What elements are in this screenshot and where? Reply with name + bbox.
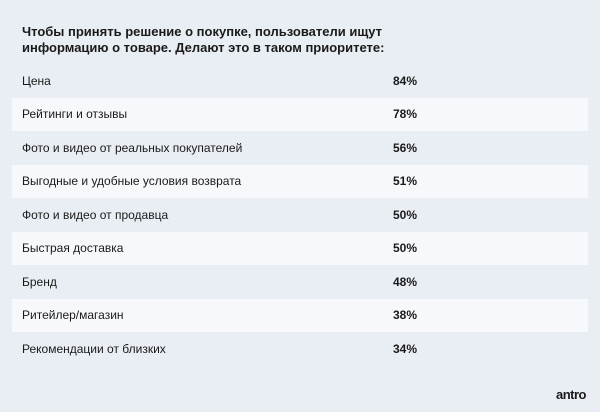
row-label: Выгодные и удобные условия возврата [22, 174, 242, 189]
table-row: Цена 84% [12, 64, 588, 98]
table-row: Бренд 48% [12, 265, 588, 299]
row-label: Ритейлер/магазин [22, 308, 124, 323]
table-row: Рекомендации от близких 34% [12, 332, 588, 366]
row-value: 56% [392, 140, 417, 155]
row-label: Рекомендации от близких [22, 341, 166, 356]
row-value: 38% [392, 308, 417, 323]
table-row: Выгодные и удобные условия возврата 51% [12, 164, 588, 198]
table: Цена 84% Рейтинги и отзывы 78% Фото и видео … [12, 64, 588, 366]
row-value: 34% [392, 341, 417, 356]
table-row: Фото и видео от продавца 50% [12, 198, 588, 232]
row-label: Цена [22, 73, 51, 88]
row-label: Быстрая доставка [22, 241, 124, 256]
table-row: Рейтинги и отзывы 78% [12, 97, 588, 131]
row-value: 51% [392, 174, 417, 189]
table-row: Фото и видео от реальных покупателей 56% [12, 131, 588, 165]
table-row: Быстрая доставка 50% [12, 231, 588, 265]
logo: antro [556, 387, 587, 402]
row-label: Бренд [22, 274, 57, 289]
row-label: Рейтинги и отзывы [22, 107, 128, 122]
row-label: Фото и видео от продавца [22, 207, 169, 222]
row-value: 78% [392, 107, 417, 122]
row-value: 48% [392, 274, 417, 289]
table-row: Ритейлер/магазин 38% [12, 298, 588, 332]
row-value: 50% [392, 207, 417, 222]
row-label: Фото и видео от реальных покупателей [22, 140, 243, 155]
title: Чтобы принять решение о покупке, пользов… [22, 24, 385, 55]
row-value: 50% [392, 241, 417, 256]
row-value: 84% [392, 73, 417, 88]
